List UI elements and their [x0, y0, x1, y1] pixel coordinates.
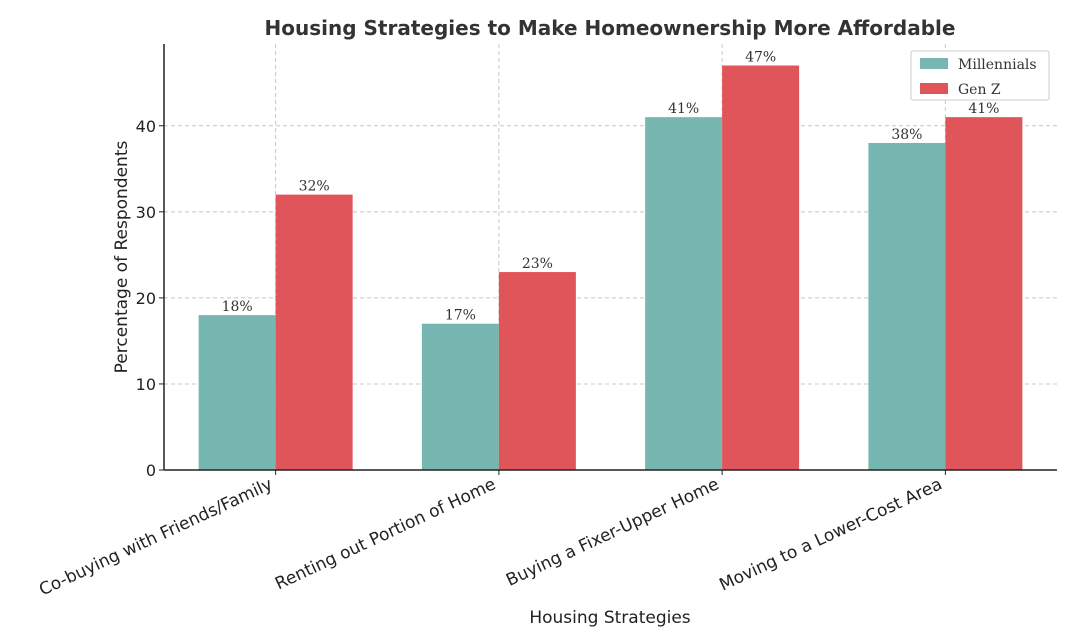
data-labels: 18% 32% 17% 23% 41% 47% 38% 41% — [222, 50, 1000, 324]
legend-label: Millennials — [958, 57, 1037, 73]
data-label: 18% — [222, 299, 253, 315]
bars — [198, 65, 1023, 471]
legend-swatch — [920, 83, 948, 94]
bar-millennials — [868, 142, 946, 470]
bar-millennials — [421, 323, 499, 470]
data-label: 23% — [522, 256, 553, 272]
y-tick-label: 0 — [146, 461, 156, 480]
chart-title: Housing Strategies to Make Homeownership… — [265, 16, 956, 40]
legend-label: Gen Z — [958, 82, 1001, 98]
x-tick-label: Moving to a Lower-Cost Area — [716, 474, 945, 595]
y-ticks: 0 10 20 30 40 — [136, 117, 164, 480]
bar-gen-z — [722, 65, 800, 471]
bar-millennials — [645, 117, 723, 470]
data-label: 17% — [445, 308, 476, 324]
y-tick-label: 20 — [136, 289, 156, 308]
y-tick-label: 40 — [136, 117, 156, 136]
legend: Millennials Gen Z — [910, 50, 1050, 101]
data-label: 32% — [299, 179, 330, 195]
y-tick-label: 30 — [136, 203, 156, 222]
data-label: 47% — [745, 50, 776, 66]
bar-millennials — [198, 315, 276, 470]
bar-gen-z — [498, 272, 576, 470]
data-label: 41% — [968, 101, 999, 117]
data-label: 38% — [891, 127, 922, 143]
bar-gen-z — [945, 117, 1023, 470]
legend-swatch — [920, 58, 948, 69]
x-tick-label: Co-buying with Friends/Family — [36, 474, 276, 600]
bar-gen-z — [275, 194, 353, 470]
x-tick-label: Renting out Portion of Home — [272, 474, 499, 594]
y-tick-label: 10 — [136, 375, 156, 394]
y-axis-label: Percentage of Respondents — [112, 141, 132, 374]
x-tick-label: Buying a Fixer-Upper Home — [503, 474, 722, 590]
x-axis-label: Housing Strategies — [529, 608, 690, 628]
data-label: 41% — [668, 101, 699, 117]
